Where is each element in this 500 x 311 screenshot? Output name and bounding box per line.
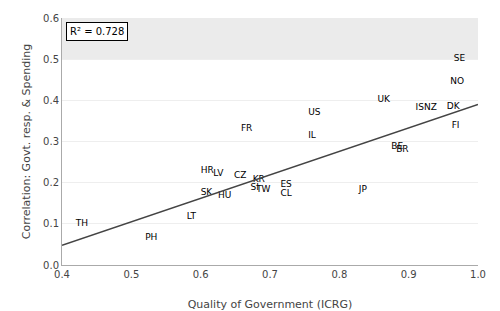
svg-text:LV: LV [213,168,224,178]
svg-text:0.9: 0.9 [401,269,417,280]
svg-text:CZ: CZ [234,170,246,180]
svg-text:0.6: 0.6 [193,269,209,280]
svg-text:BE: BE [391,141,403,151]
svg-text:0.0: 0.0 [43,260,59,271]
svg-text:0.5: 0.5 [123,269,139,280]
svg-text:0.2: 0.2 [43,177,59,188]
svg-text:SI: SI [251,182,259,192]
svg-text:SE: SE [454,53,466,63]
svg-text:SK: SK [201,187,214,197]
svg-text:KR: KR [253,174,265,184]
svg-text:LT: LT [187,211,197,221]
svg-text:PH: PH [145,232,157,242]
svg-text:0.5: 0.5 [43,54,59,65]
svg-text:BR: BR [396,144,408,154]
svg-text:0.8: 0.8 [331,269,347,280]
svg-text:HU: HU [218,190,231,200]
svg-text:Correlation: Govt. resp. & Spe: Correlation: Govt. resp. & Spending [20,44,33,239]
svg-text:TW: TW [255,184,270,194]
svg-text:JP: JP [358,184,368,194]
svg-text:FI: FI [452,120,460,130]
svg-text:1.0: 1.0 [470,269,486,280]
svg-text:0.7: 0.7 [262,269,278,280]
svg-text:R² = 0.728: R² = 0.728 [70,26,124,37]
svg-text:0.3: 0.3 [43,136,59,147]
svg-text:CL: CL [280,188,291,198]
svg-text:Quality of Government (ICRG): Quality of Government (ICRG) [188,298,353,311]
svg-text:DK: DK [447,101,461,111]
svg-text:TH: TH [75,218,88,228]
svg-text:0.1: 0.1 [43,218,59,229]
svg-text:NO: NO [450,76,464,86]
svg-text:HR: HR [201,165,214,175]
svg-text:0.6: 0.6 [43,13,59,24]
svg-text:IL: IL [308,130,316,140]
svg-text:0.4: 0.4 [54,269,70,280]
svg-text:UK: UK [377,94,391,104]
svg-text:ES: ES [280,179,292,189]
svg-text:NZ: NZ [424,102,437,112]
svg-text:IS: IS [416,102,425,112]
svg-text:0.4: 0.4 [43,95,59,106]
svg-text:US: US [308,107,321,117]
svg-text:FR: FR [241,123,252,133]
